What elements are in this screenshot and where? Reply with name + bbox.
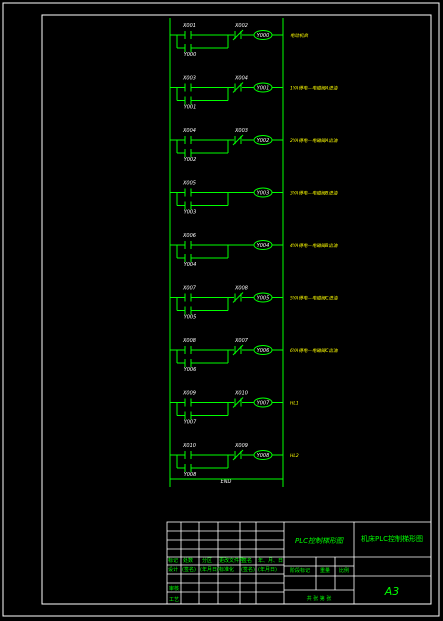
rung-9-input-label: X010 [182,443,196,449]
rev-header-2: 处数 [183,557,193,564]
rung-9-hold-label: Y008 [184,472,197,478]
rung-6-note: 5YA得电—电磁阀C进油 [290,296,338,302]
rung-3-interlock-label: X003 [234,128,248,134]
rung-8-coil-label: Y007 [257,401,270,407]
rung-5-hold-label: Y004 [184,262,197,268]
title-block [166,521,432,605]
sign-row-2: (签名) [182,566,196,573]
rung-2-input-label: X003 [182,76,196,82]
rung-8-hold-label: Y007 [184,420,197,426]
rung-3-input-label: X004 [182,128,196,134]
rung-5-input-label: X006 [182,233,196,239]
rung-9-interlock-label: X009 [234,443,248,449]
rung-9-interlock-contact-slash [232,449,244,461]
rung-8-note: HL1 [290,401,299,407]
rung-3-coil-label: Y002 [257,138,270,144]
rung-8-input-label: X009 [182,391,196,397]
rung-3-note: 2YA得电—电磁阀A出油 [290,138,338,144]
rung-4-coil-label: Y003 [257,191,270,197]
sheet-size-label: A3 [384,585,400,598]
rung-9-coil-label: Y008 [257,453,270,459]
rev-header-4: 更改文件号 [219,557,244,564]
rung-2-note: 1YA得电—电磁阀A进油 [290,86,338,92]
end-label: END [221,479,232,485]
rev-header-3: 分区 [202,557,212,564]
rung-5-note: 4YA得电—电磁阀B出油 [290,243,338,249]
rung-7-coil-label: Y006 [257,348,270,354]
rung-1-input-label: X001 [182,23,196,29]
project-title: 机床PLC控制梯形图 [361,534,423,543]
rung-1-note: 电动机启 [290,33,308,39]
rung-1-interlock-contact-slash [232,29,244,41]
rung-1-coil-label: Y000 [257,33,270,39]
rung-6-coil-label: Y005 [257,296,270,302]
stage-header-2: 重量 [320,567,330,574]
rung-7-interlock-label: X007 [234,338,249,344]
title-block-text: PLC控制梯形图 机床PLC控制梯形图 A3 标记 处数 分区 更改文件号 签名… [168,534,423,603]
sign-row-1: 设计 [168,566,178,573]
rung-9-note: HL2 [290,453,299,459]
ladder-diagram: X001 X002 Y000 Y000 电动机启 X003 X004 Y001 Y001 1YA得… [169,18,338,487]
rung-3-hold-label: Y002 [184,157,197,163]
drawing-frame [41,14,432,605]
rung-6-interlock-contact-slash [232,292,244,303]
outer-sheet-border [2,2,440,617]
sheet-count: 共 张 第 张 [307,595,332,602]
rung-8-interlock-contact-slash [232,397,244,408]
rev-header-6: 年、月、日 [258,557,283,564]
rev-header-1: 标记 [168,557,178,564]
sign-row-4: 标准化 [219,566,234,573]
rung-2-interlock-label: X004 [234,76,248,82]
drawing-title: PLC控制梯形图 [295,537,344,545]
sign-row-6: (年月日) [258,566,277,573]
rung-7-hold-label: Y006 [184,367,197,373]
rung-2-hold-label: Y001 [184,105,197,111]
side-label-review: 审核 [169,585,179,592]
rung-2-interlock-contact-slash [232,82,244,93]
rung-8-interlock-label: X010 [234,391,248,397]
rung-7-note: 6YA得电—电磁阀C出油 [290,348,338,354]
rung-4-hold-label: Y003 [184,210,197,216]
stage-header-1: 阶段标记 [290,567,310,574]
rung-7-input-label: X008 [182,338,196,344]
rung-6-interlock-label: X008 [234,286,248,292]
rung-6-hold-label: Y005 [184,315,197,321]
rung-1-hold-label: Y000 [184,52,197,58]
rung-4-input-label: X005 [182,181,196,187]
rung-1-interlock-label: X002 [234,23,248,29]
sign-row-3: (年月日) [200,566,219,573]
rev-header-5: 签名 [242,557,252,564]
sign-row-5: (签名) [241,566,255,573]
stage-header-3: 比例 [339,567,349,574]
rung-6-input-label: X007 [182,286,197,292]
rung-4-note: 3YA得电—电磁阀B进油 [290,191,338,197]
side-label-process: 工艺 [169,597,179,603]
rung-3-interlock-contact-slash [232,134,244,146]
rung-2-coil-label: Y001 [257,86,270,92]
rung-7-interlock-contact-slash [232,344,244,356]
rung-5-coil-label: Y004 [257,243,270,249]
